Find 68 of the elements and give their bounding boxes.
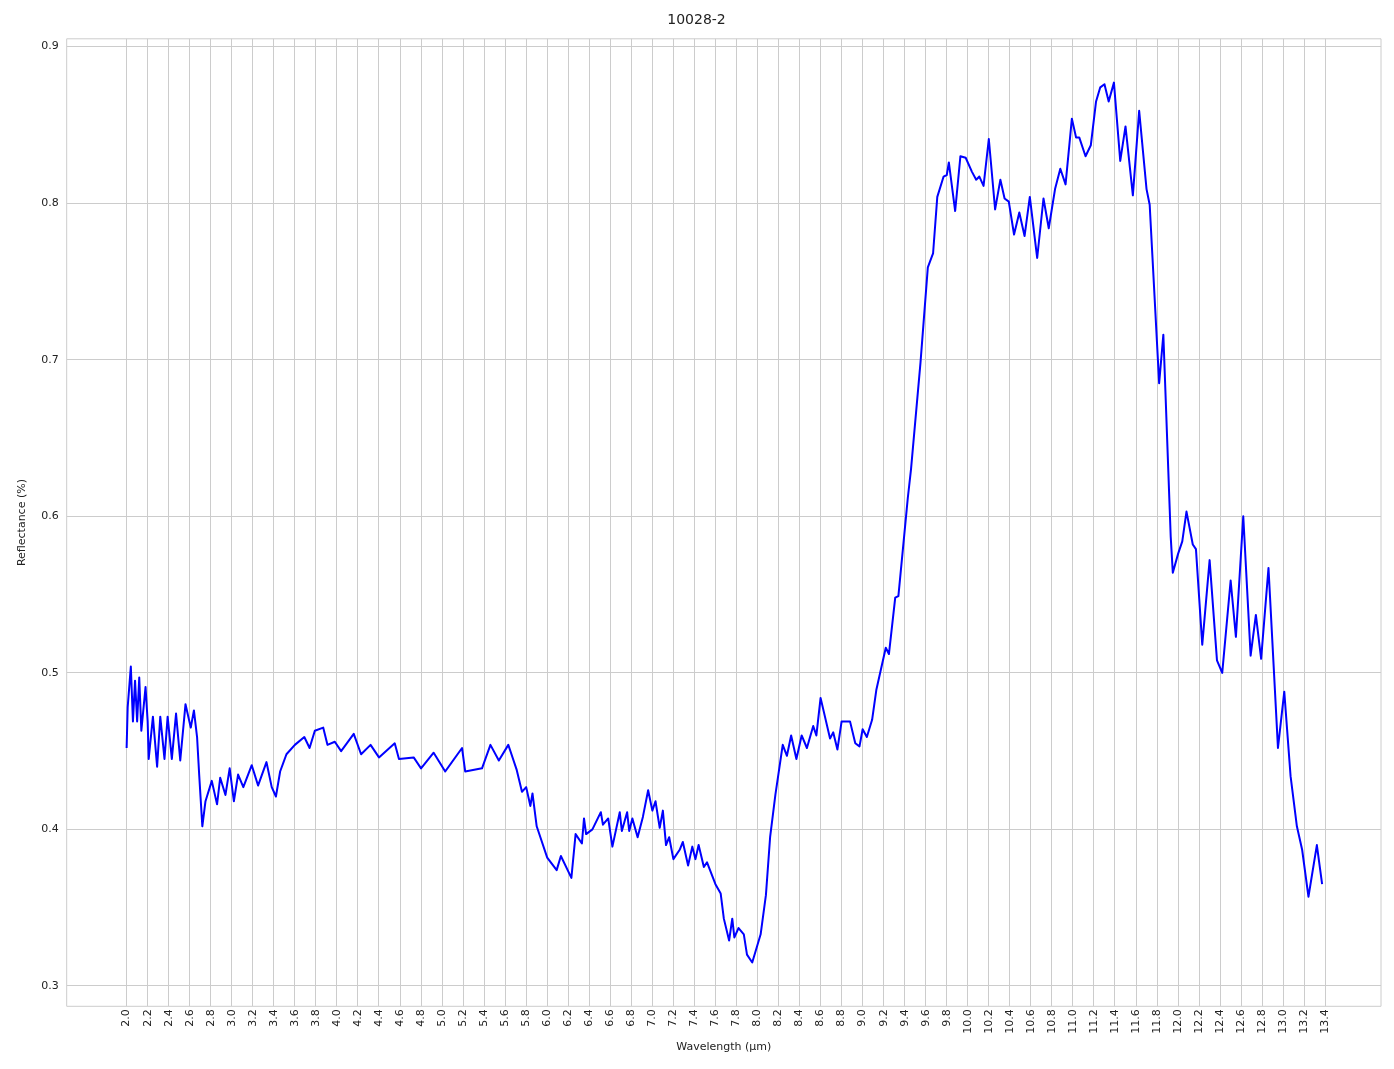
x-tick-label: 2.0	[119, 1009, 133, 1027]
x-tick-label: 11.4	[1107, 1009, 1121, 1034]
x-tick-label: 10.0	[960, 1009, 974, 1034]
x-tick-label: 5.6	[498, 1009, 512, 1027]
x-tick-label: 8.6	[813, 1009, 827, 1027]
x-tick-label: 8.2	[771, 1009, 785, 1027]
x-tick-label: 7.8	[729, 1009, 743, 1027]
y-tick-label: 0.6	[41, 509, 59, 523]
x-tick-label: 12.4	[1212, 1009, 1226, 1034]
x-tick-label: 3.6	[287, 1009, 301, 1027]
x-tick-label: 11.6	[1128, 1009, 1142, 1034]
x-tick-label: 9.4	[897, 1009, 911, 1027]
x-tick-label: 11.0	[1065, 1009, 1079, 1034]
x-tick-label: 11.8	[1149, 1009, 1163, 1034]
x-tick-label: 10.4	[1002, 1009, 1016, 1034]
y-axis-title: Reflectance (%)	[15, 479, 29, 567]
x-tick-label: 3.2	[245, 1009, 259, 1027]
x-tick-label: 7.4	[687, 1009, 701, 1027]
x-tick-label: 4.4	[371, 1009, 385, 1027]
x-tick-label: 8.0	[750, 1009, 764, 1027]
x-tick-label: 4.6	[392, 1009, 406, 1027]
x-tick-label: 12.6	[1234, 1009, 1248, 1034]
x-tick-label: 10.2	[981, 1009, 995, 1034]
x-axis-title: Wavelength (µm)	[676, 1040, 772, 1054]
x-tick-label: 6.6	[603, 1009, 617, 1027]
x-tick-label: 6.4	[582, 1009, 596, 1027]
x-tick-label: 8.4	[792, 1009, 806, 1027]
x-tick-label: 4.2	[350, 1009, 364, 1027]
x-tick-label: 9.6	[918, 1009, 932, 1027]
x-tick-label: 6.8	[624, 1009, 638, 1027]
y-tick-label: 0.9	[41, 39, 59, 53]
x-tick-label: 12.0	[1170, 1009, 1184, 1034]
x-tick-label: 13.2	[1297, 1009, 1311, 1034]
y-tick-label: 0.7	[41, 352, 59, 366]
x-tick-label: 7.6	[708, 1009, 722, 1027]
x-tick-label: 5.0	[434, 1009, 448, 1027]
x-tick-label: 3.0	[224, 1009, 238, 1027]
x-tick-label: 6.0	[540, 1009, 554, 1027]
x-tick-label: 9.8	[939, 1009, 953, 1027]
chart-title: 10028-2	[667, 11, 726, 28]
x-tick-label: 12.2	[1191, 1009, 1205, 1034]
y-tick-label: 0.5	[41, 665, 59, 679]
x-tick-label: 9.0	[855, 1009, 869, 1027]
x-tick-label: 13.0	[1276, 1009, 1290, 1034]
x-tick-label: 9.2	[876, 1009, 890, 1027]
x-tick-label: 4.0	[329, 1009, 343, 1027]
y-tick-label: 0.8	[41, 196, 59, 210]
x-tick-label: 6.2	[561, 1009, 575, 1027]
x-tick-label: 7.2	[666, 1009, 680, 1027]
y-tick-label: 0.4	[41, 822, 59, 836]
x-tick-label: 5.2	[455, 1009, 469, 1027]
x-tick-label: 4.8	[413, 1009, 427, 1027]
x-tick-label: 10.8	[1044, 1009, 1058, 1034]
x-tick-label: 2.8	[203, 1009, 217, 1027]
x-tick-label: 2.2	[140, 1009, 154, 1027]
x-tick-label: 3.8	[308, 1009, 322, 1027]
x-tick-label: 5.8	[519, 1009, 533, 1027]
x-tick-label: 2.4	[161, 1009, 175, 1027]
x-tick-label: 10.6	[1023, 1009, 1037, 1034]
x-tick-label: 2.6	[182, 1009, 196, 1027]
x-tick-label: 11.2	[1086, 1009, 1100, 1034]
x-tick-label: 3.4	[266, 1009, 280, 1027]
x-tick-label: 13.4	[1318, 1009, 1332, 1034]
x-tick-label: 7.0	[645, 1009, 659, 1027]
x-tick-label: 8.8	[834, 1009, 848, 1027]
x-tick-label: 12.8	[1255, 1009, 1269, 1034]
y-tick-label: 0.3	[41, 978, 59, 992]
x-tick-label: 5.4	[476, 1009, 490, 1027]
